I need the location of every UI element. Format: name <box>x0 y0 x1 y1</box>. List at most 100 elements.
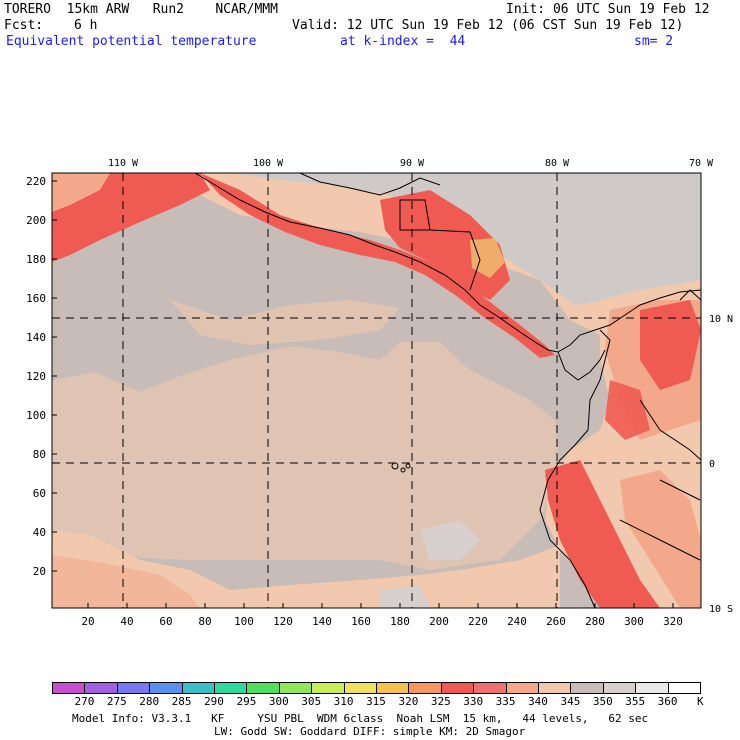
graticule <box>52 173 701 608</box>
x-tick-label: 100 <box>234 615 254 628</box>
x-tick-label: 280 <box>585 615 605 628</box>
colorbar-label: 335 <box>495 695 516 708</box>
land-interior <box>230 173 701 305</box>
axis-tick-labels: 220 200 180 160 140 120 100 80 60 40 20 20 40 60 80 100… <box>26 158 733 628</box>
y-tick-label: 80 <box>33 448 46 461</box>
colorbar-label: 270 <box>74 695 95 708</box>
colorbar-swatch <box>116 682 151 694</box>
y-tick-label: 220 <box>26 175 46 188</box>
y-tick-label: 180 <box>26 253 46 266</box>
x-tick-label: 320 <box>663 615 683 628</box>
init-time: Init: 06 UTC Sun 19 Feb 12 <box>506 2 710 17</box>
y-tick-label: 200 <box>26 214 46 227</box>
colorbar-swatch <box>667 682 701 694</box>
colorbar-swatch <box>84 682 118 694</box>
cool-patch-south <box>420 520 480 560</box>
longitude-label: 70 W <box>689 158 714 169</box>
colorbar-swatch <box>473 682 507 694</box>
warm-ocean-band <box>52 342 560 570</box>
southern-warmer-patch <box>52 555 200 608</box>
level-label: at k-index = 44 <box>340 34 466 49</box>
x-tick-label: 120 <box>273 615 293 628</box>
y-tick-label: 60 <box>33 487 46 500</box>
hot-northwest <box>52 173 210 262</box>
colorbar-label: 315 <box>366 695 386 708</box>
colorbar-swatch <box>278 682 313 694</box>
cool-patch-south2 <box>380 585 430 608</box>
colorbar-swatch <box>149 682 183 694</box>
latitude-label: 0 <box>709 459 715 470</box>
colorbar-swatch <box>181 682 215 694</box>
colorbar-swatch <box>408 682 442 694</box>
x-tick-label: 40 <box>120 615 133 628</box>
x-tick-label: 20 <box>81 615 94 628</box>
colorbar-label: 295 <box>236 695 257 708</box>
model-title: TORERO 15km ARW Run2 NCAR/MMM <box>4 2 278 17</box>
colorbar-label: 290 <box>204 695 224 708</box>
y-tick-label: 20 <box>33 565 46 578</box>
x-tick-label: 60 <box>159 615 172 628</box>
x-tick-label: 180 <box>390 615 410 628</box>
colorbar-swatch <box>246 682 280 694</box>
colorbar-swatch <box>570 682 604 694</box>
colorbar-label: 325 <box>430 695 451 708</box>
colorbar-label: 280 <box>139 695 160 708</box>
longitude-label: 110 W <box>108 158 139 169</box>
x-tick-label: 300 <box>624 615 644 628</box>
colorbar-swatch <box>505 682 539 694</box>
x-tick-label: 80 <box>198 615 211 628</box>
colorbar-label: 345 <box>560 695 581 708</box>
warm-northwest-core <box>52 173 110 212</box>
latitude-label: 10 S <box>709 604 733 615</box>
colorbar-swatch <box>602 682 637 694</box>
colorbar-unit: K <box>697 695 704 708</box>
x-tick-label: 140 <box>312 615 332 628</box>
colorbar-label: 360 <box>657 695 678 708</box>
x-tick-label: 160 <box>351 615 371 628</box>
colorbar-swatch <box>52 682 86 694</box>
andes-warm <box>620 470 701 608</box>
colorbar-label: 300 <box>268 695 289 708</box>
field-shading <box>52 173 701 608</box>
mid-ocean-patch <box>170 300 400 345</box>
longitude-label: 80 W <box>545 158 570 169</box>
colorbar-swatch <box>440 682 475 694</box>
plot-frame <box>51 172 702 609</box>
colorbar-label: 305 <box>301 695 322 708</box>
colorbar-label: 275 <box>106 695 127 708</box>
longitude-label: 90 W <box>400 158 425 169</box>
colorbar-label: 320 <box>398 695 419 708</box>
warm-highlands <box>470 238 505 278</box>
field-name: Equivalent potential temperature <box>6 34 257 49</box>
axis-ticks <box>52 180 674 608</box>
model-info: Model Info: V3.3.1 KF YSU PBL WDM 6class… <box>72 712 649 725</box>
colorbar-swatch <box>635 682 669 694</box>
y-tick-label: 40 <box>33 526 46 539</box>
x-tick-label: 220 <box>468 615 488 628</box>
smoothing-label: sm= 2 <box>634 34 674 49</box>
colorbar-swatch <box>214 682 248 694</box>
colorbar-swatch <box>538 682 572 694</box>
valid-time: Valid: 12 UTC Sun 19 Feb 12 (06 CST Sun … <box>292 18 684 33</box>
south-america-hot-north <box>640 300 701 390</box>
colorbar-label: 285 <box>171 695 192 708</box>
longitude-label: 100 W <box>253 158 284 169</box>
colorbar-swatch <box>376 682 410 694</box>
andes-hot <box>545 460 660 608</box>
colorbar-label: 340 <box>528 695 548 708</box>
y-tick-label: 120 <box>26 370 46 383</box>
colorbar-label: 355 <box>625 695 646 708</box>
forecast-hour: 6 h <box>74 18 98 33</box>
south-america-hot-mid <box>605 380 650 440</box>
physics-info: LW: Godd SW: Goddard DIFF: simple KM: 2D… <box>214 725 526 738</box>
y-tick-label: 100 <box>26 409 46 422</box>
latitude-label: 10 N <box>709 314 733 325</box>
hot-coastal-band <box>200 173 555 358</box>
colorbar-label: 310 <box>333 695 354 708</box>
forecast-label: Fcst: <box>4 18 44 33</box>
x-tick-label: 240 <box>507 615 527 628</box>
x-tick-label: 200 <box>429 615 449 628</box>
colorbar-label: 350 <box>592 695 613 708</box>
x-tick-label: 260 <box>546 615 566 628</box>
